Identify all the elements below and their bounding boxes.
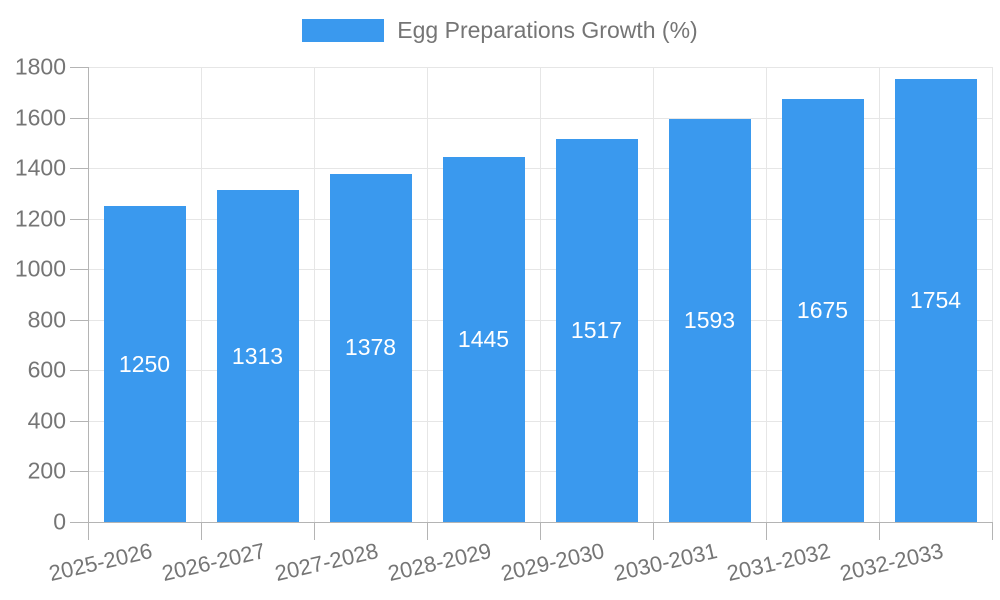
y-axis-label: 1600 <box>14 104 66 131</box>
y-axis-tick <box>70 420 88 422</box>
y-axis-tick <box>70 117 88 119</box>
x-gridline <box>766 67 767 522</box>
y-axis-tick <box>70 471 88 473</box>
y-axis-tick <box>70 67 88 68</box>
x-axis-label: 2025-2026 <box>46 538 155 587</box>
x-gridline <box>653 67 654 522</box>
bar[interactable]: 1675 <box>781 98 864 522</box>
x-axis-label: 2029-2030 <box>498 538 607 587</box>
y-axis-tick <box>70 168 88 170</box>
bar-value-label: 1313 <box>231 342 284 369</box>
y-axis-tick <box>70 269 88 271</box>
bar-value-label: 1250 <box>118 350 171 377</box>
x-axis-label: 2032-2033 <box>837 538 946 587</box>
bar[interactable]: 1250 <box>103 206 186 522</box>
x-gridline <box>540 67 541 522</box>
x-gridline <box>427 67 428 522</box>
x-axis-line <box>88 522 992 523</box>
x-axis-label: 2031-2032 <box>724 538 833 587</box>
x-axis-tick <box>992 522 993 540</box>
y-axis-tick <box>70 370 88 372</box>
bar[interactable]: 1593 <box>668 119 751 522</box>
bar-value-label: 1445 <box>457 325 510 352</box>
chart-legend[interactable]: Egg Preparations Growth (%) <box>0 19 1000 42</box>
bar-value-label: 1675 <box>796 296 849 323</box>
x-axis-label: 2028-2029 <box>385 538 494 587</box>
x-axis-tick <box>879 522 880 540</box>
y-axis-label: 0 <box>53 508 66 535</box>
y-axis-label: 1400 <box>14 154 66 181</box>
bar[interactable]: 1517 <box>555 138 638 522</box>
y-axis-label: 1200 <box>14 205 66 232</box>
y-axis-label: 1000 <box>14 255 66 282</box>
x-axis-label: 2027-2028 <box>272 538 381 587</box>
y-axis-label: 400 <box>27 407 66 434</box>
x-gridline <box>879 67 880 522</box>
x-axis-tick <box>653 522 654 540</box>
x-axis-tick <box>314 522 315 540</box>
y-axis-label: 600 <box>27 356 66 383</box>
bar[interactable]: 1754 <box>894 78 977 522</box>
x-gridline <box>992 67 993 522</box>
x-axis-tick <box>540 522 541 540</box>
legend-label: Egg Preparations Growth (%) <box>397 17 698 43</box>
legend-swatch <box>302 19 385 42</box>
bar-value-label: 1754 <box>909 286 962 313</box>
y-axis-line <box>88 67 89 540</box>
x-gridline <box>201 67 202 522</box>
bar-value-label: 1517 <box>570 316 623 343</box>
y-axis-tick <box>70 319 88 321</box>
x-axis-tick <box>427 522 428 540</box>
x-axis-tick <box>201 522 202 540</box>
bar[interactable]: 1313 <box>216 190 299 522</box>
y-axis-tick <box>70 218 88 220</box>
x-axis-label: 2026-2027 <box>159 538 268 587</box>
y-axis-label: 1800 <box>14 53 66 80</box>
x-gridline <box>314 67 315 522</box>
y-axis-label: 800 <box>27 306 66 333</box>
y-axis-tick <box>70 522 88 523</box>
bar[interactable]: 1445 <box>442 156 525 522</box>
bar[interactable]: 1378 <box>329 173 412 522</box>
x-axis-label: 2030-2031 <box>611 538 720 587</box>
y-axis-label: 200 <box>27 457 66 484</box>
x-axis-tick <box>766 522 767 540</box>
bar-value-label: 1378 <box>344 334 397 361</box>
bar-value-label: 1593 <box>683 307 736 334</box>
